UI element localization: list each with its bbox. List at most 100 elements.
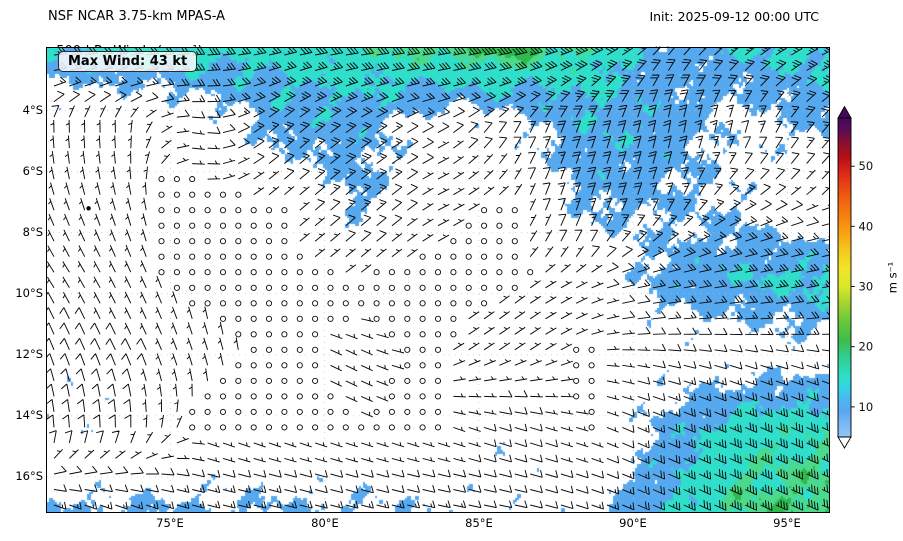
- calm-wind-circle: [404, 377, 411, 384]
- calm-wind-circle: [373, 269, 380, 276]
- calm-wind-circle: [573, 362, 580, 369]
- calm-wind-circle: [250, 284, 257, 291]
- calm-wind-circle: [235, 222, 242, 229]
- calm-wind-circle: [511, 284, 518, 291]
- calm-wind-circle: [511, 207, 518, 214]
- calm-wind-circle: [312, 393, 319, 400]
- calm-wind-circle: [312, 362, 319, 369]
- calm-wind-circle: [219, 315, 227, 322]
- calm-wind-circle: [219, 300, 227, 307]
- calm-wind-circle: [250, 377, 257, 384]
- calm-wind-circle: [419, 315, 426, 322]
- calm-wind-circle: [265, 269, 273, 276]
- calm-wind-circle: [235, 238, 242, 245]
- calm-wind-circle: [219, 207, 227, 214]
- calm-wind-circle: [327, 300, 334, 307]
- calm-wind-circle: [189, 176, 196, 183]
- calm-wind-circle: [235, 191, 242, 198]
- calm-wind-circle: [373, 315, 380, 322]
- calm-wind-circle: [588, 346, 595, 353]
- calm-wind-circle: [450, 315, 457, 322]
- calm-wind-circle: [173, 207, 180, 214]
- calm-wind-circle: [204, 191, 211, 198]
- calm-wind-circle: [219, 191, 227, 198]
- calm-wind-circle: [327, 424, 334, 431]
- calm-wind-circle: [173, 253, 180, 260]
- calm-wind-circle: [250, 300, 257, 307]
- y-tick-label: 12°S: [15, 347, 43, 361]
- calm-wind-circle: [235, 362, 242, 369]
- calm-wind-circle: [219, 284, 227, 291]
- calm-wind-circle: [496, 238, 503, 245]
- calm-wind-circle: [250, 207, 257, 214]
- calm-wind-circle: [312, 284, 319, 291]
- calm-wind-circle: [588, 377, 595, 384]
- calm-wind-circle: [235, 207, 242, 214]
- calm-wind-circle: [388, 284, 395, 291]
- calm-wind-circle: [404, 331, 411, 338]
- calm-wind-circle: [281, 300, 288, 307]
- colorbar-over-arrow: [837, 105, 852, 119]
- calm-wind-circle: [235, 300, 242, 307]
- calm-wind-circle: [189, 207, 196, 214]
- calm-wind-circle: [434, 346, 442, 353]
- calm-wind-circle: [265, 300, 273, 307]
- calm-wind-circle: [388, 408, 395, 415]
- calm-wind-circle: [312, 408, 319, 415]
- calm-wind-circle: [250, 331, 257, 338]
- calm-wind-circle: [235, 393, 242, 400]
- calm-wind-circle: [265, 393, 273, 400]
- calm-wind-circle: [296, 331, 303, 338]
- calm-wind-circle: [265, 207, 273, 214]
- calm-wind-circle: [173, 238, 180, 245]
- calm-wind-circle: [204, 424, 211, 431]
- calm-wind-circle: [250, 238, 257, 245]
- calm-wind-circle: [511, 253, 518, 260]
- calm-wind-circle: [434, 362, 442, 369]
- calm-wind-circle: [281, 393, 288, 400]
- calm-wind-circle: [189, 284, 196, 291]
- calm-wind-circle: [219, 253, 227, 260]
- calm-wind-circle: [434, 269, 442, 276]
- calm-wind-circle: [312, 315, 319, 322]
- calm-wind-circle: [204, 300, 211, 307]
- calm-wind-circle: [465, 300, 472, 307]
- calm-wind-circle: [312, 377, 319, 384]
- calm-wind-circle: [281, 315, 288, 322]
- calm-wind-circle: [189, 238, 196, 245]
- calm-wind-circle: [250, 408, 257, 415]
- calm-wind-circle: [204, 238, 211, 245]
- calm-wind-circle: [158, 176, 165, 183]
- calm-wind-circle: [219, 424, 227, 431]
- calm-wind-circle: [434, 408, 442, 415]
- colorbar-gradient: [837, 117, 852, 438]
- calm-wind-circle: [265, 284, 273, 291]
- calm-wind-circle: [312, 300, 319, 307]
- calm-wind-circle: [265, 377, 273, 384]
- calm-wind-circle: [204, 393, 211, 400]
- calm-wind-circle: [465, 284, 472, 291]
- calm-wind-circle: [219, 408, 227, 415]
- calm-wind-circle: [419, 269, 426, 276]
- calm-wind-circle: [511, 238, 518, 245]
- calm-wind-circle: [373, 408, 380, 415]
- x-tick-label: 75°E: [156, 516, 184, 530]
- calm-wind-circle: [281, 424, 288, 431]
- calm-wind-circle: [219, 377, 227, 384]
- calm-wind-circle: [158, 222, 165, 229]
- calm-wind-circle: [342, 408, 349, 415]
- calm-wind-circle: [250, 269, 257, 276]
- calm-wind-circle: [527, 269, 534, 276]
- x-tick-label: 80°E: [311, 516, 339, 530]
- calm-wind-circle: [173, 191, 180, 198]
- calm-wind-circle: [281, 346, 288, 353]
- colorbar-tick-label: 20: [859, 340, 874, 354]
- calm-wind-circle: [204, 408, 211, 415]
- calm-wind-circle: [419, 253, 426, 260]
- calm-wind-circle: [419, 424, 426, 431]
- calm-wind-circle: [481, 300, 488, 307]
- calm-wind-circle: [327, 393, 334, 400]
- y-tick-label: 8°S: [22, 225, 43, 239]
- calm-wind-circle: [265, 362, 273, 369]
- y-tick-label: 16°S: [15, 469, 43, 483]
